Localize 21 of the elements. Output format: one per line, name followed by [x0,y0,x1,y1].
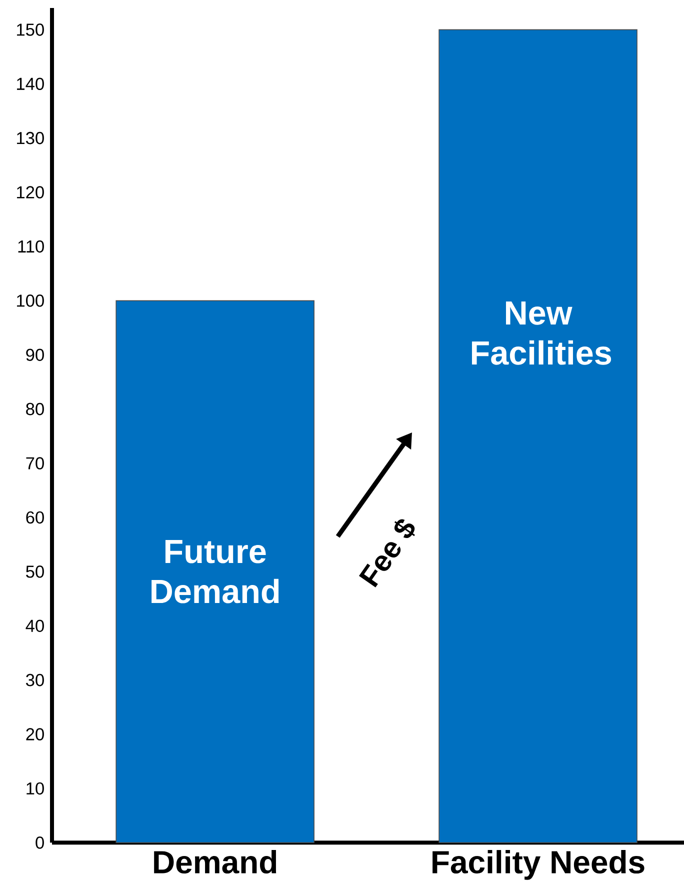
y-tick-label: 50 [26,566,44,578]
y-tick-label: 120 [17,186,44,198]
annotation: New Facilities [472,302,612,365]
y-tick-label: 40 [26,620,44,632]
y-tick-label: 80 [26,402,44,416]
y-tick-label: 100 [17,294,44,307]
y-tick-label: 70 [26,457,44,470]
y-tick-label: 10 [26,782,44,795]
x-tick-label: Facility Needs [432,850,644,880]
y-tick-label: 20 [26,728,44,740]
x-tick-label: Demand [154,850,276,874]
y-tick-label: 90 [26,348,44,362]
y-tick-label: 0 [36,836,44,849]
y-tick-label: 60 [26,511,44,524]
y-tick-label: 30 [26,674,44,686]
y-tick-label: 140 [17,78,44,90]
annotation: Fee $ [358,519,415,588]
y-tick-label: 110 [18,240,44,253]
annotation: Future Demand [152,540,279,604]
y-tick-label: 150 [17,24,44,36]
y-tick-label: 130 [17,132,44,144]
